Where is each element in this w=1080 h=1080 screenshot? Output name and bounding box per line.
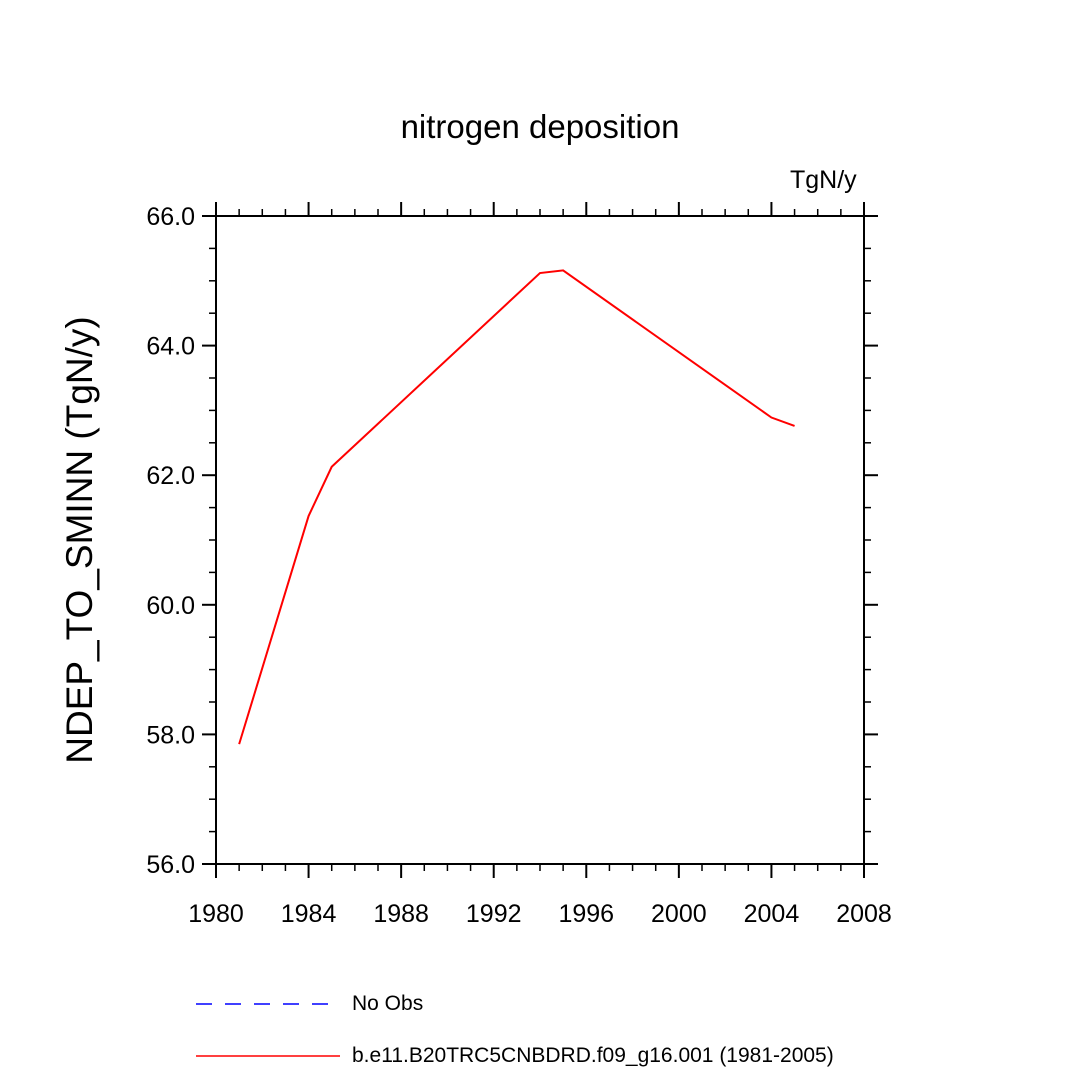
units-label: TgN/y — [790, 166, 857, 194]
y-tick-label: 66.0 — [146, 203, 195, 231]
series-line-1 — [238, 269, 795, 745]
x-tick-label: 2000 — [651, 900, 707, 928]
x-tick-label: 1980 — [188, 900, 244, 928]
y-tick-label: 62.0 — [146, 462, 195, 490]
plot-frame — [215, 215, 865, 865]
plot-axes — [215, 215, 865, 865]
legend-entry-model-run: b.e11.B20TRC5CNBDRD.f09_g16.001 (1981-20… — [352, 1044, 834, 1067]
y-tick-label: 60.0 — [146, 592, 195, 620]
chart-title: nitrogen deposition — [400, 108, 680, 145]
x-tick-label: 1988 — [373, 900, 429, 928]
x-tick-label: 2004 — [744, 900, 800, 928]
y-tick-label: 64.0 — [146, 333, 195, 361]
x-tick-label: 1984 — [281, 900, 337, 928]
x-tick-label: 1996 — [558, 900, 614, 928]
legend-entry-no-obs: No Obs — [352, 992, 424, 1015]
y-axis-label: NDEP_TO_SMINN (TgN/y) — [59, 316, 100, 764]
tick-labels: 1980 1984 1988 1992 1996 2000 2004 2008 56.0 58.0… — [146, 203, 891, 928]
axis-ticks — [202, 202, 878, 878]
x-tick-label: 1992 — [466, 900, 522, 928]
x-tick-label: 2008 — [836, 900, 892, 928]
y-tick-label: 56.0 — [146, 851, 195, 879]
y-tick-label: 58.0 — [146, 721, 195, 749]
series-lines — [238, 269, 795, 745]
legend-lines — [196, 1003, 340, 1057]
